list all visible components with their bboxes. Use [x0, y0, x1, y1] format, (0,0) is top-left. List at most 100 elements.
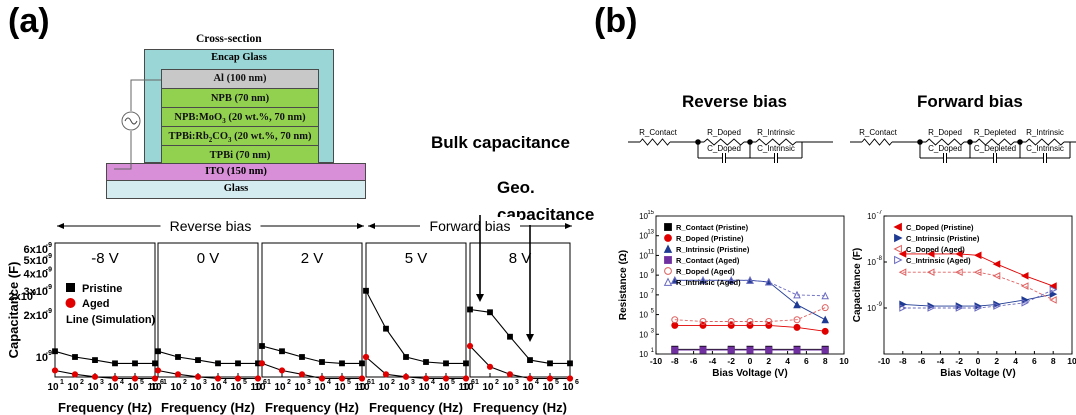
pristine-point [527, 357, 533, 363]
cv-plot-frame [54, 242, 156, 378]
pristine-point [112, 360, 118, 367]
y-tick-exp: 1 [651, 348, 655, 354]
resistor-r-depleted [975, 138, 1015, 146]
x-tick-exp: 1 [475, 379, 479, 386]
aged-point [338, 375, 346, 382]
simulation-line [469, 345, 570, 380]
aged-point [258, 360, 266, 367]
x-tick-label: 10 [462, 382, 474, 393]
panel-a-ytick-exp: -9 [46, 266, 52, 273]
circuit-label-r_intrinsic: R_Intrinsic [757, 128, 795, 137]
resistor-r-intrinsic [755, 138, 797, 146]
device-stack: Encap Glass Al (100 nm) NPB (70 nm) NPB:… [106, 49, 366, 199]
x-tick-label: -6 [918, 356, 926, 366]
data-point [992, 260, 1001, 268]
aged-point [254, 375, 262, 382]
legend-marker [664, 234, 672, 242]
data-point [765, 317, 773, 325]
data-point [821, 346, 829, 354]
y-tick-label: 10 [639, 271, 648, 280]
aged-point [526, 375, 534, 382]
geo-arrow-head [526, 334, 534, 342]
legend-marker [664, 267, 672, 275]
panel-a-ytick-exp: -9 [46, 350, 52, 357]
x-tick-label: 4 [1013, 356, 1018, 366]
data-point [793, 346, 801, 354]
aged-point [402, 373, 410, 380]
circuit-label-r-contact: R_Contact [859, 128, 898, 137]
x-tick-exp: 4 [223, 379, 227, 386]
panel-a-ytick-exp: -9 [46, 253, 52, 260]
pristine-point [339, 360, 345, 367]
aged-point [111, 375, 119, 382]
panel-a-ytick-exp: -9 [46, 284, 52, 291]
x-tick-exp: 2 [391, 379, 395, 386]
pristine-point [92, 357, 98, 363]
x-tick-exp: 2 [495, 379, 499, 386]
simulation-line [365, 290, 466, 364]
aged-point [131, 375, 139, 382]
y-tick-exp: 5 [651, 309, 655, 315]
aged-point [382, 371, 390, 378]
data-point [955, 304, 964, 312]
data-point [727, 276, 736, 284]
x-tick-label: 10 [358, 382, 370, 393]
data-point [764, 277, 773, 286]
data-point [1049, 296, 1057, 304]
aged-point [234, 375, 242, 382]
data-point [727, 346, 735, 354]
pristine-point [319, 359, 325, 365]
legend-pristine-marker [66, 283, 75, 292]
data-point [1049, 282, 1057, 290]
circuit-node [747, 139, 753, 145]
pristine-point [132, 360, 138, 367]
data-point [793, 323, 801, 331]
data-point [671, 346, 679, 354]
aged-point [91, 373, 99, 380]
x-tick-label: -4 [709, 356, 717, 366]
aged-point [462, 375, 470, 382]
x-tick-label: 6 [1032, 356, 1037, 366]
x-tick-label: 10 [67, 382, 79, 393]
y-tick-exp: 3 [651, 328, 655, 334]
panel-a-ytick: 3x10 [24, 286, 48, 298]
x-tick-exp: 4 [327, 379, 331, 386]
series-line [902, 271, 1054, 301]
circuit-label-c_intrinsic: C_Intrinsic [757, 144, 795, 153]
data-point [765, 346, 773, 354]
panel-a-label: (a) [8, 2, 50, 40]
x-tick-exp: 5 [140, 379, 144, 386]
pristine-point [72, 354, 78, 360]
x-tick-label: -2 [955, 356, 963, 366]
resistor-contact [861, 138, 893, 146]
legend-marker [894, 255, 903, 265]
legend-marker [663, 244, 673, 253]
pristine-point [175, 354, 181, 360]
data-point [898, 268, 907, 277]
legend-label: C_Doped (Aged) [906, 245, 965, 254]
panel-a-legend: Pristine Aged Line (Simulation) [65, 283, 156, 326]
legend-marker [894, 233, 903, 243]
panel-a-ylabel: Capacitance (F) [6, 262, 21, 359]
x-tick-label: 10 [274, 382, 286, 393]
pristine-point [259, 343, 265, 349]
legend-label: C_Doped (Pristine) [906, 223, 974, 232]
y-tick-label: 10 [639, 212, 648, 221]
data-point [699, 276, 707, 284]
x-tick-label: 10 [250, 382, 262, 393]
x-tick-exp: 5 [347, 379, 351, 386]
y-tick-exp: 15 [647, 210, 654, 216]
data-point [974, 304, 983, 312]
pristine-point [423, 359, 429, 365]
series-line [902, 289, 1054, 309]
cv-plot-frame [157, 242, 259, 378]
x-tick-label: 10 [398, 382, 410, 393]
simulation-line [54, 369, 155, 380]
data-point [793, 316, 801, 324]
simulation-line [54, 350, 155, 364]
forward-bias-range-arrow-left [368, 223, 375, 229]
